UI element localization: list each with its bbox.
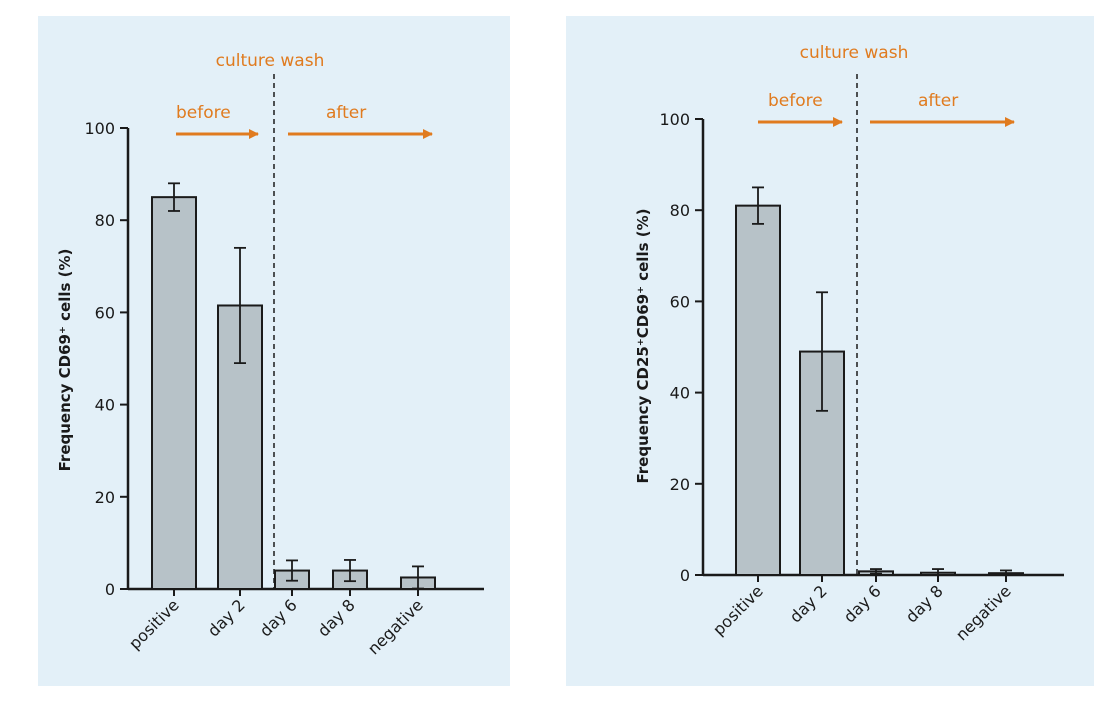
x-tick-label-positive: positive bbox=[125, 595, 183, 653]
x-tick-label-negative: negative bbox=[364, 595, 427, 658]
y-tick-label: 60 bbox=[670, 292, 690, 311]
before-label: before bbox=[176, 103, 231, 123]
y-axis-label: Frequency CD25⁺CD69⁺ cells (%) bbox=[634, 209, 652, 484]
bar-positive bbox=[735, 204, 781, 576]
before-label: before bbox=[768, 91, 823, 111]
y-tick-label: 80 bbox=[95, 211, 115, 230]
y-tick-label: 0 bbox=[680, 566, 690, 585]
x-tick-label-day-6: day 6 bbox=[256, 595, 301, 640]
x-tick-label-day-6: day 6 bbox=[840, 581, 885, 626]
x-tick-label-day-8: day 8 bbox=[902, 581, 947, 626]
y-tick-label: 20 bbox=[670, 475, 690, 494]
y-tick-label: 60 bbox=[95, 303, 115, 322]
chart-2: 0 20 40 60 80 100 Frequency CD25⁺CD69⁺ cells (… bbox=[634, 43, 1064, 644]
culture-wash-label: culture wash bbox=[216, 51, 325, 71]
y-tick-label: 40 bbox=[670, 384, 690, 403]
y-tick-label: 80 bbox=[670, 201, 690, 220]
y-tick-label: 40 bbox=[95, 396, 115, 415]
y-axis-label: Frequency CD69⁺ cells (%) bbox=[56, 249, 74, 472]
x-tick-label-negative: negative bbox=[952, 581, 1015, 644]
x-tick-label-day-2: day 2 bbox=[204, 595, 249, 640]
y-tick-label: 100 bbox=[659, 110, 690, 129]
x-tick-label-day-8: day 8 bbox=[314, 595, 359, 640]
after-label: after bbox=[326, 103, 366, 123]
bar-positive bbox=[151, 196, 197, 590]
after-label: after bbox=[918, 91, 958, 111]
culture-wash-label: culture wash bbox=[800, 43, 909, 63]
y-tick-label: 100 bbox=[84, 119, 115, 138]
chart-1: 0 20 40 60 80 100 Frequency CD69⁺ cells (%) pos… bbox=[56, 51, 484, 658]
y-tick-label: 20 bbox=[95, 488, 115, 507]
x-tick-label-day-2: day 2 bbox=[786, 581, 831, 626]
y-tick-label: 0 bbox=[105, 580, 115, 599]
x-tick-label-positive: positive bbox=[709, 581, 767, 639]
